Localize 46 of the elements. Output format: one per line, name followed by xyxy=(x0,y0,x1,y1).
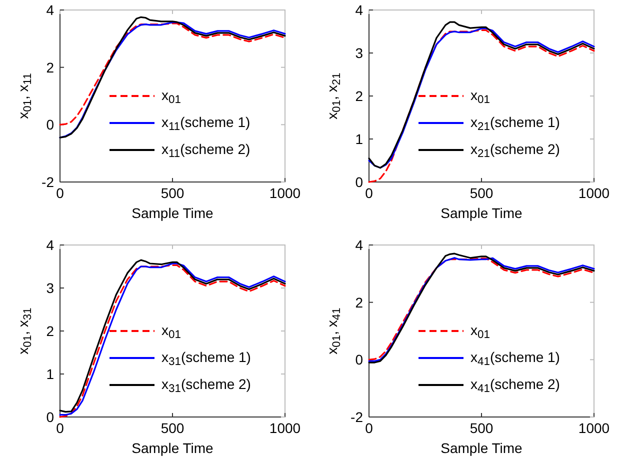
x-tick-label: 1000 xyxy=(269,420,301,436)
y-tick-label: 0 xyxy=(355,174,364,190)
y-tick-label: 0 xyxy=(46,409,54,425)
legend-label: x$_{11}$(scheme 2) xyxy=(162,141,250,160)
y-tick-label: -2 xyxy=(350,409,364,425)
x-tick-label: 1000 xyxy=(578,185,610,201)
x-axis-title: Sample Time xyxy=(440,205,523,221)
legend-label: x$_{41}$(scheme 1) xyxy=(470,349,560,368)
y-tick-label: 1 xyxy=(46,366,54,382)
x-tick-label: 0 xyxy=(56,185,64,201)
y-tick-label: 4 xyxy=(46,2,54,18)
y-tick-label: 0 xyxy=(355,352,364,368)
legend-label: x$_{01}$ xyxy=(162,322,181,342)
x-tick-label: 500 xyxy=(470,420,494,436)
y-tick-label: 2 xyxy=(355,294,364,310)
legend-label: x$_{11}$(scheme 1) xyxy=(162,114,250,134)
x-tick-label: 500 xyxy=(160,420,184,436)
y-tick-label: 4 xyxy=(355,2,364,18)
x-tick-label: 1000 xyxy=(269,185,301,201)
x-tick-label: 500 xyxy=(470,185,494,201)
x-tick-label: 500 xyxy=(160,185,184,201)
y-tick-label: 0 xyxy=(46,116,54,133)
y-tick-label: 2 xyxy=(46,59,54,76)
legend-label: x$_{01}$ xyxy=(162,87,181,106)
y-tick-label: 3 xyxy=(355,45,364,61)
x-axis-title: Sample Time xyxy=(440,440,523,456)
x-axis-title: Sample Time xyxy=(132,205,214,221)
legend-label: x$_{41}$(scheme 2) xyxy=(470,376,560,396)
x-tick-label: 0 xyxy=(365,420,374,436)
legend-label: x$_{21}$(scheme 1) xyxy=(470,114,560,134)
x-tick-label: 0 xyxy=(56,420,64,436)
y-tick-label: 2 xyxy=(355,88,364,104)
legend-label: x$_{21}$(scheme 2) xyxy=(470,141,560,160)
y-tick-label: -2 xyxy=(42,174,54,190)
x-axis-title: Sample Time xyxy=(132,440,214,456)
x-tick-label: 1000 xyxy=(578,420,610,436)
y-tick-label: 3 xyxy=(46,280,54,296)
legend-label: x$_{01}$ xyxy=(470,87,490,106)
legend-label: x$_{31}$(scheme 2) xyxy=(162,376,251,396)
y-tick-label: 2 xyxy=(46,323,54,339)
y-tick-label: 4 xyxy=(46,237,54,253)
y-tick-label: 1 xyxy=(355,131,364,147)
legend-label: x$_{01}$ xyxy=(470,322,490,342)
x-tick-label: 0 xyxy=(365,185,374,201)
y-tick-label: 4 xyxy=(355,237,364,253)
legend-label: x$_{31}$(scheme 1) xyxy=(162,349,251,368)
